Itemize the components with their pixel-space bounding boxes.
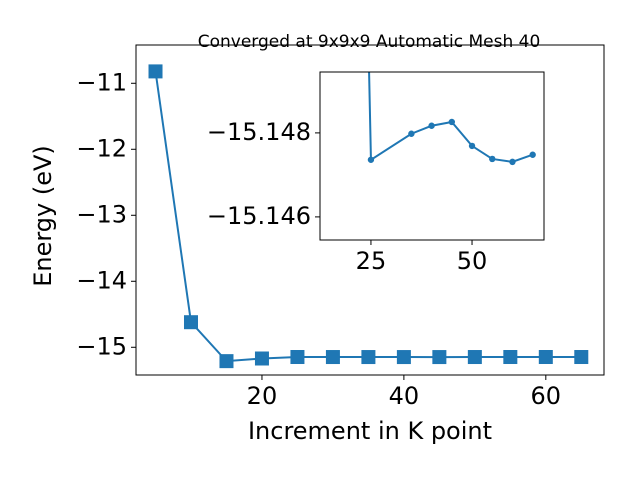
marker bbox=[148, 64, 163, 79]
marker bbox=[325, 350, 340, 365]
x-tick-label: 60 bbox=[531, 382, 562, 410]
marker bbox=[448, 118, 456, 126]
marker bbox=[428, 122, 435, 129]
marker bbox=[219, 354, 234, 369]
marker bbox=[432, 350, 447, 365]
inset-background bbox=[320, 72, 544, 240]
marker bbox=[396, 350, 411, 365]
y-tick-label: −15.148 bbox=[207, 118, 311, 146]
y-tick-label: −15.146 bbox=[207, 202, 311, 230]
y-tick-label: −11 bbox=[76, 68, 127, 96]
x-tick-label: 40 bbox=[389, 382, 420, 410]
y-axis-label: Energy (eV) bbox=[29, 145, 57, 287]
marker bbox=[509, 158, 516, 166]
y-tick-label: −13 bbox=[76, 200, 127, 228]
chart-title: Converged at 9x9x9 Automatic Mesh 40 bbox=[198, 32, 541, 52]
marker bbox=[408, 130, 415, 137]
marker bbox=[290, 350, 305, 365]
marker bbox=[183, 315, 198, 330]
axes-frame bbox=[135, 44, 605, 376]
marker bbox=[467, 350, 482, 365]
marker bbox=[367, 156, 375, 163]
x-tick-label: 20 bbox=[247, 382, 278, 410]
plot-area bbox=[148, 64, 589, 369]
y-tick-label: −14 bbox=[76, 266, 127, 294]
marker bbox=[529, 151, 536, 158]
marker bbox=[538, 350, 553, 365]
marker bbox=[254, 351, 269, 366]
x-tick-label: 25 bbox=[356, 247, 387, 275]
marker bbox=[574, 350, 589, 365]
y-tick-label: −15 bbox=[76, 332, 127, 360]
x-tick-label: 50 bbox=[457, 247, 488, 275]
marker bbox=[468, 142, 476, 150]
marker bbox=[503, 350, 518, 365]
marker bbox=[489, 155, 496, 163]
axes-frame bbox=[319, 71, 545, 241]
x-axis-label: Increment in K point bbox=[248, 417, 492, 445]
marker bbox=[361, 350, 376, 365]
plot-area bbox=[367, 72, 536, 166]
y-tick-label: −12 bbox=[76, 134, 127, 162]
